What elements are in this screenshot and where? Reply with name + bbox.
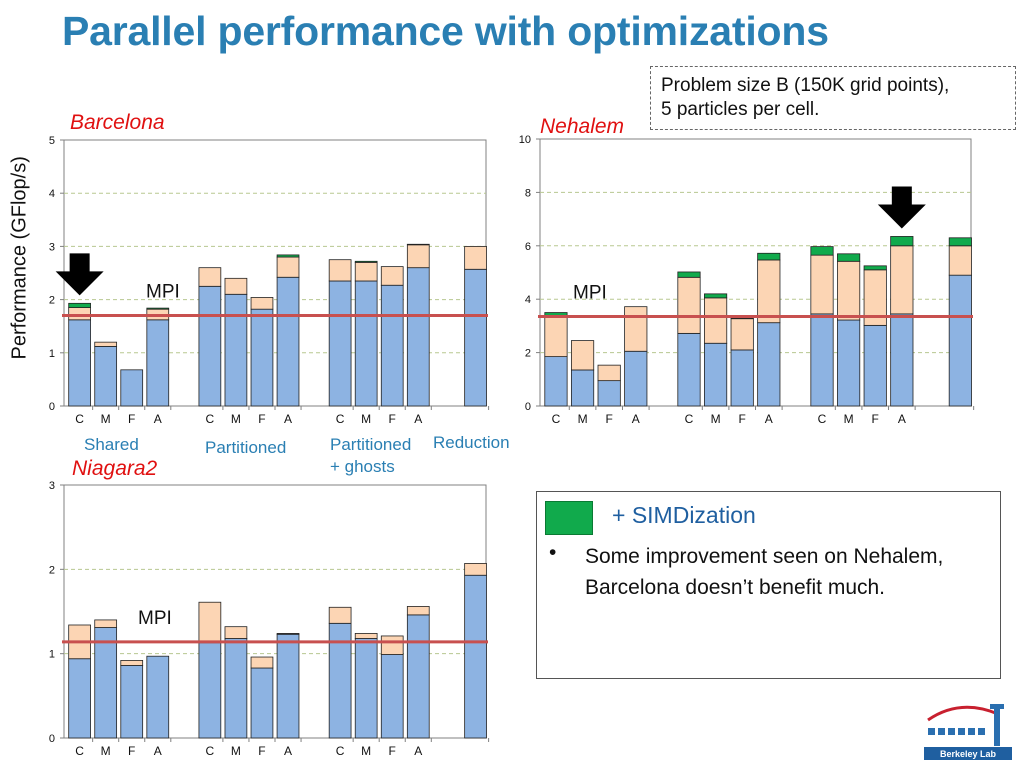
bar-segment xyxy=(224,277,248,295)
bar-segment xyxy=(224,293,248,407)
y-tick-label: 4 xyxy=(49,188,55,200)
bar-segment xyxy=(406,243,430,246)
x-tick-label: C xyxy=(206,412,215,426)
bar-segment xyxy=(68,319,91,407)
group-label-partitioned: Partitioned xyxy=(205,438,287,457)
legend-box xyxy=(536,491,1001,679)
berkeley-lab-logo: Berkeley Lab xyxy=(924,704,1012,760)
y-tick-label: 1 xyxy=(49,348,55,360)
simdization-swatch xyxy=(545,501,593,535)
chart-title-nehalem: Nehalem xyxy=(540,115,625,138)
bar-segment xyxy=(276,276,300,407)
bar-segment xyxy=(120,369,144,407)
group-label-reduction: Reduction xyxy=(433,433,510,452)
bullet-icon: • xyxy=(549,541,557,564)
bar-segment xyxy=(406,267,430,407)
bar-segment xyxy=(68,302,91,308)
group-label-shared: Shared xyxy=(84,435,139,454)
x-tick-label: M xyxy=(361,412,371,426)
chart-title-barcelona: Barcelona xyxy=(70,111,165,134)
bar-segment xyxy=(464,245,487,270)
page-title: Parallel performance with optimizations xyxy=(62,8,829,54)
bar-segment xyxy=(250,308,274,407)
note-line-2: 5 particles per cell. xyxy=(661,99,820,120)
x-tick-label: C xyxy=(336,412,345,426)
group-label-partitioned-ghosts-line1: Partitioned xyxy=(330,435,412,454)
bar-segment xyxy=(276,254,300,258)
logo-text: Berkeley Lab xyxy=(940,749,997,759)
down-arrow-icon xyxy=(55,253,104,296)
simdization-label: + SIMDization xyxy=(612,502,756,528)
group-label-partitioned-ghosts-line2: + ghosts xyxy=(330,457,395,476)
x-tick-label: F xyxy=(128,412,135,426)
bar-segment xyxy=(354,280,378,407)
x-tick-label: A xyxy=(284,412,292,426)
bar-segment xyxy=(328,259,352,282)
bar-segment xyxy=(276,256,300,278)
bar-segment xyxy=(354,260,378,263)
bar-segment xyxy=(94,346,118,407)
bar-segment xyxy=(328,280,352,407)
legend-bullet-text: Some improvement seen on Nehalem, Barcel… xyxy=(585,545,944,599)
problem-size-note: Problem size B (150K grid points), 5 par… xyxy=(650,66,1016,130)
y-tick-label: 2 xyxy=(49,295,55,307)
y-tick-label: 3 xyxy=(49,241,55,253)
bar-segment xyxy=(146,319,170,407)
x-tick-label: F xyxy=(258,412,265,426)
bar-segment xyxy=(354,261,378,282)
bar-segment xyxy=(198,285,222,407)
x-tick-label: M xyxy=(101,412,111,426)
bar-segment xyxy=(198,267,222,287)
chart-title-niagara2: Niagara2 xyxy=(72,457,158,480)
bar-segment xyxy=(94,341,118,347)
x-tick-label: F xyxy=(389,412,396,426)
x-tick-label: A xyxy=(154,412,162,426)
note-line-1: Problem size B (150K grid points), xyxy=(661,75,950,96)
y-tick-label: 5 xyxy=(49,135,55,147)
mpi-label: MPI xyxy=(146,282,180,303)
bar-segment xyxy=(464,268,487,407)
bar-segment xyxy=(250,297,274,310)
bar-segment xyxy=(68,307,91,321)
x-tick-label: A xyxy=(414,412,422,426)
x-tick-label: M xyxy=(231,412,241,426)
x-tick-label: C xyxy=(75,412,84,426)
y-tick-label: 0 xyxy=(49,401,55,413)
group-label-partitioned-ghosts: Partitioned + ghosts xyxy=(330,434,411,478)
bar-segment xyxy=(380,284,404,407)
bar-segment xyxy=(406,244,430,269)
bar-segment xyxy=(146,307,170,310)
bar-segment xyxy=(380,266,404,286)
